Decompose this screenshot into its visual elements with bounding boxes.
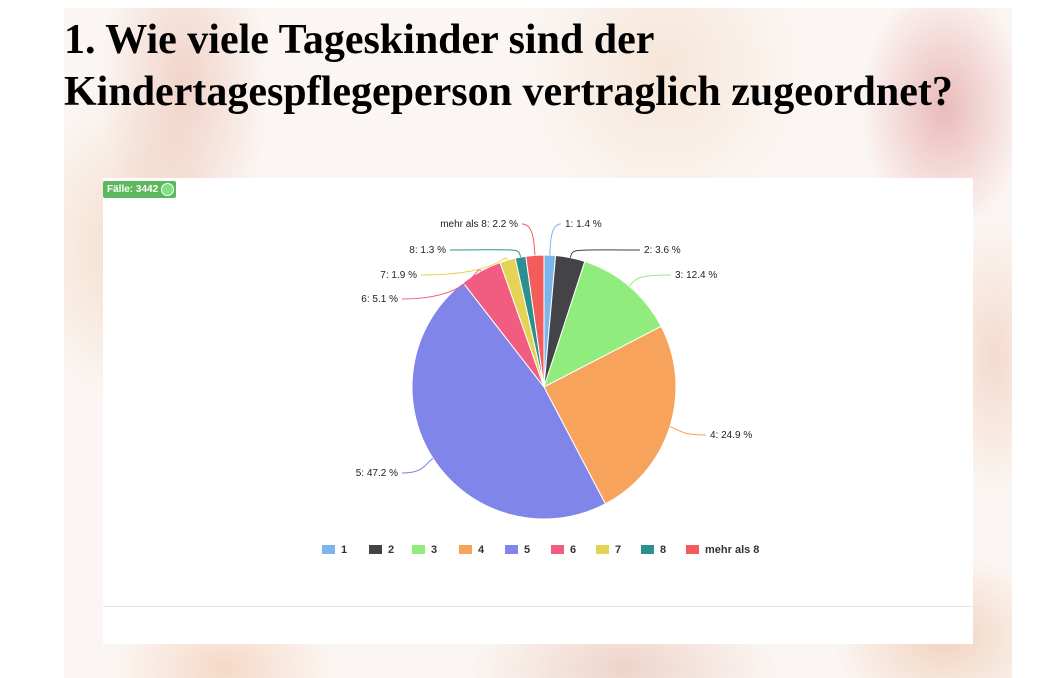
legend-item-6[interactable]: 6 (551, 544, 576, 556)
connector-line-7 (420, 257, 509, 276)
legend-label: 4 (478, 544, 485, 556)
legend-swatch (596, 545, 609, 554)
legend-swatch (641, 545, 654, 554)
data-label-7: 7: 1.9 % (380, 270, 417, 281)
status-dot-icon (161, 183, 175, 196)
legend-item-9[interactable]: mehr als 8 (686, 544, 759, 556)
data-label-6: 6: 5.1 % (361, 294, 398, 305)
legend-item-8[interactable]: 8 (641, 544, 666, 556)
connector-line-6 (401, 269, 482, 300)
connector-line-3 (629, 274, 672, 287)
data-label-4: 4: 24.9 % (710, 430, 752, 441)
legend-item-5[interactable]: 5 (505, 544, 530, 556)
legend-item-2[interactable]: 2 (369, 544, 394, 556)
legend-item-1[interactable]: 1 (322, 544, 347, 556)
legend-label: mehr als 8 (705, 544, 759, 556)
legend-label: 2 (388, 544, 394, 556)
connector-line-4 (669, 426, 707, 436)
legend-label: 3 (431, 544, 437, 556)
legend-swatch (551, 545, 564, 554)
legend-label: 6 (570, 544, 576, 556)
legend-label: 7 (615, 544, 621, 556)
connector-line-5 (401, 457, 434, 474)
legend-swatch (412, 545, 425, 554)
pie-slice-9[interactable] (525, 254, 545, 388)
legend-label: 5 (524, 544, 530, 556)
pie-slice-3[interactable] (543, 260, 662, 389)
data-label-5: 5: 47.2 % (356, 468, 398, 479)
legend-item-7[interactable]: 7 (596, 544, 621, 556)
legend-swatch (686, 545, 699, 554)
legend-label: 8 (660, 544, 666, 556)
data-label-9: mehr als 8: 2.2 % (440, 219, 518, 230)
data-label-1: 1: 1.4 % (565, 219, 602, 230)
legend-item-3[interactable]: 3 (412, 544, 437, 556)
legend-swatch (459, 545, 472, 554)
connector-line-9 (521, 223, 536, 256)
connector-line-1 (549, 223, 562, 256)
connector-line-8 (449, 249, 521, 258)
card-divider (103, 606, 973, 607)
slide-title: 1. Wie viele Tageskinder sind der Kinder… (64, 17, 953, 115)
legend-item-4[interactable]: 4 (459, 544, 485, 556)
cases-badge: Fälle: 3442 (103, 181, 177, 198)
pie-slice-5[interactable] (411, 281, 607, 520)
connector-line-2 (569, 249, 641, 258)
data-label-3: 3: 12.4 % (675, 270, 717, 281)
cases-badge-label: Fälle: 3442 (107, 184, 159, 195)
legend-swatch (369, 545, 382, 554)
legend-swatch (322, 545, 335, 554)
data-label-8: 8: 1.3 % (409, 245, 446, 256)
legend-swatch (505, 545, 518, 554)
legend-label: 1 (341, 544, 347, 556)
data-label-2: 2: 3.6 % (644, 245, 681, 256)
